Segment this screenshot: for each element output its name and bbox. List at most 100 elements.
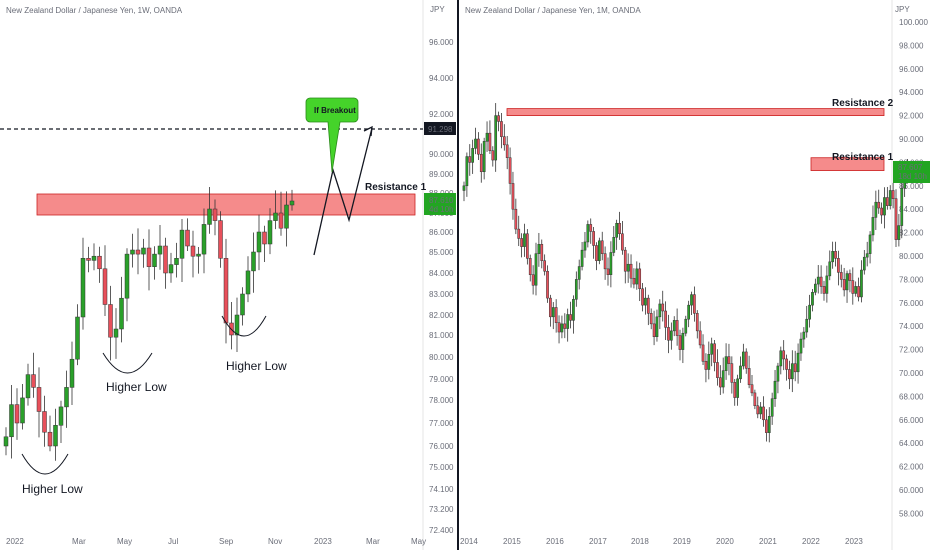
candle-body <box>848 273 852 281</box>
pane-divider[interactable] <box>457 0 459 550</box>
higher-low-arc <box>21 453 69 475</box>
candle <box>825 265 829 303</box>
candle-body <box>868 234 872 254</box>
y-tick-label: 79.000 <box>429 375 454 384</box>
candle <box>284 191 289 247</box>
candle <box>563 313 567 339</box>
candle-body <box>831 251 834 263</box>
x-tick-label: 2023 <box>845 537 863 546</box>
candle-body <box>776 365 780 382</box>
candle-body <box>462 185 466 191</box>
candle <box>511 171 515 220</box>
candle <box>667 314 670 354</box>
candle-body <box>557 322 561 333</box>
candle <box>672 316 676 337</box>
candle <box>713 340 716 372</box>
candle-body <box>600 240 604 254</box>
candle-body <box>655 316 659 337</box>
candle-body <box>113 328 119 338</box>
candle <box>693 286 696 322</box>
candle-body <box>97 255 102 270</box>
candle <box>86 246 91 273</box>
candle-body <box>744 351 748 369</box>
candle <box>572 295 575 334</box>
candle <box>273 190 278 230</box>
candle <box>773 370 777 407</box>
candle <box>767 407 771 443</box>
candle <box>670 322 673 350</box>
weekly-chart-svg[interactable]: JPY96.00094.00092.00090.00089.00088.0008… <box>0 0 457 550</box>
y-tick-label: 82.000 <box>899 229 924 238</box>
candle <box>517 215 521 247</box>
candle <box>612 226 616 257</box>
candle-body <box>615 222 618 238</box>
candle <box>566 308 570 342</box>
candle-body <box>223 258 229 324</box>
candle <box>635 261 639 290</box>
candle-body <box>762 406 765 421</box>
candle-body <box>146 247 152 267</box>
x-tick-label: 2022 <box>6 537 24 546</box>
candle <box>80 237 86 330</box>
candle <box>586 220 590 248</box>
candle-body <box>526 233 529 259</box>
candle <box>190 230 196 278</box>
candle <box>485 121 489 152</box>
candle <box>91 243 97 271</box>
candle-body <box>196 253 201 257</box>
candle-body <box>262 231 267 245</box>
candle-body <box>687 304 690 320</box>
candle-body <box>727 356 731 364</box>
candle <box>678 329 682 361</box>
candle <box>655 309 659 342</box>
candle-body <box>816 276 820 285</box>
candle-body <box>477 138 480 155</box>
candle <box>546 265 549 303</box>
y-tick-label: 82.000 <box>429 311 454 320</box>
candle-body <box>494 115 498 161</box>
candle <box>862 250 866 275</box>
candle <box>900 177 904 239</box>
candle <box>834 241 837 267</box>
candle-body <box>514 208 518 230</box>
candle-body <box>523 233 526 247</box>
candle-body <box>814 283 817 293</box>
candle-body <box>474 138 477 149</box>
breakout-bubble <box>305 97 359 173</box>
monthly-chart-pane[interactable]: New Zealand Dollar / Japanese Yen, 1M, O… <box>459 0 932 550</box>
candle <box>765 409 768 442</box>
candle <box>736 374 739 406</box>
candle <box>569 301 572 329</box>
candle <box>638 262 642 302</box>
candle <box>730 356 734 394</box>
candle-body <box>793 363 797 373</box>
candle <box>543 254 546 276</box>
candle-body <box>718 377 722 388</box>
candle <box>793 350 797 382</box>
candle-body <box>534 253 538 286</box>
candle-body <box>782 350 786 360</box>
candle <box>520 233 523 258</box>
candle-body <box>586 224 590 243</box>
candle-body <box>108 304 113 338</box>
candle <box>531 265 535 295</box>
candle-body <box>517 228 521 239</box>
candle-body <box>58 406 64 426</box>
candle-body <box>773 380 777 399</box>
candle-body <box>825 275 829 294</box>
monthly-chart-svg[interactable]: JPY 100.000 98.000 96.000 94.000 92.000 90.000… <box>459 0 932 550</box>
candle <box>31 352 36 398</box>
candle <box>681 327 685 364</box>
candle <box>482 137 486 180</box>
candle-body <box>649 313 653 325</box>
candles-group <box>3 187 295 461</box>
candle-body <box>603 253 607 270</box>
candle-body <box>693 294 696 314</box>
candle <box>528 254 532 282</box>
y-tick-label: 62.000 <box>899 463 924 472</box>
candle-body <box>753 392 757 407</box>
candle-body <box>572 299 575 321</box>
candle-body <box>267 220 273 245</box>
candle-body <box>20 397 25 424</box>
weekly-chart-pane[interactable]: New Zealand Dollar / Japanese Yen, 1W, O… <box>0 0 457 550</box>
